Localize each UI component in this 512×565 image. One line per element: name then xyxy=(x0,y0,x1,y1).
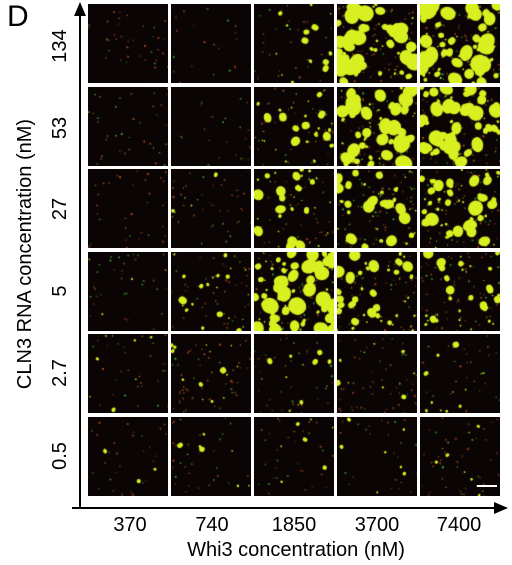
micrograph-cell xyxy=(171,416,251,496)
micrograph-cell xyxy=(254,251,334,331)
micrograph-cell xyxy=(420,334,500,413)
micrograph-cell xyxy=(254,416,334,496)
micrograph-cell xyxy=(337,86,417,166)
micrograph-cell xyxy=(254,169,334,248)
micrograph-cell xyxy=(337,169,417,248)
y-axis-arrowhead xyxy=(74,2,86,16)
micrograph-cell xyxy=(420,169,500,248)
micrograph-cell xyxy=(337,251,417,331)
micrograph-cell xyxy=(171,4,251,83)
micrograph-cell xyxy=(171,86,251,166)
y-tick-134: 134 xyxy=(49,29,71,63)
y-tick-5: 5 xyxy=(49,285,71,297)
micrograph-cell xyxy=(420,416,500,496)
x-tick-3700: 3700 xyxy=(354,514,400,536)
micrograph-cell xyxy=(420,251,500,331)
x-tick-370: 370 xyxy=(113,514,147,536)
x-axis-title: Whi3 concentration (nM) xyxy=(187,539,405,561)
x-axis-arrowhead xyxy=(494,502,508,514)
micrograph-cell xyxy=(254,334,334,413)
y-tick-53: 53 xyxy=(49,116,71,140)
y-tick-2-7: 2.7 xyxy=(49,359,71,387)
micrograph-cell xyxy=(171,169,251,248)
y-tick-0-5: 0.5 xyxy=(49,442,71,470)
panel-label: D xyxy=(7,0,29,33)
micrograph-grid xyxy=(88,4,505,500)
micrograph-cell xyxy=(88,334,168,413)
x-tick-1850: 1850 xyxy=(271,514,317,536)
micrograph-cell xyxy=(420,86,500,166)
micrograph-cell xyxy=(171,251,251,331)
y-tick-27: 27 xyxy=(49,197,71,221)
micrograph-cell xyxy=(171,334,251,413)
micrograph-cell xyxy=(88,251,168,331)
micrograph-cell xyxy=(88,4,168,83)
x-tick-740: 740 xyxy=(195,514,229,536)
micrograph-cell xyxy=(337,416,417,496)
x-tick-7400: 7400 xyxy=(436,514,482,536)
micrograph-cell xyxy=(337,4,417,83)
micrograph-cell xyxy=(88,416,168,496)
y-axis-title: CLN3 RNA concentration (nM) xyxy=(14,118,36,390)
micrograph-cell xyxy=(254,86,334,166)
scale-bar xyxy=(477,485,497,487)
micrograph-cell xyxy=(88,86,168,166)
micrograph-cell xyxy=(337,334,417,413)
micrograph-cell xyxy=(88,169,168,248)
micrograph-cell xyxy=(254,4,334,83)
micrograph-cell xyxy=(420,4,500,83)
